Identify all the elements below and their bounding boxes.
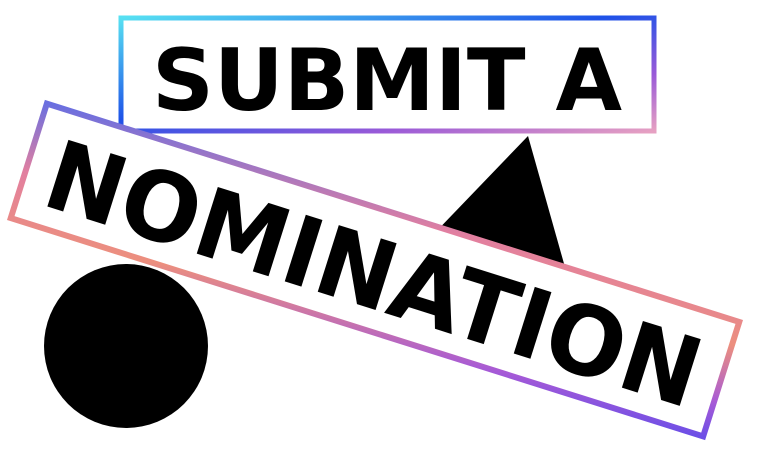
bottom-banner-frame [6,99,744,441]
top-banner: SUBMIT A [118,15,657,134]
circle-shape [44,264,208,428]
top-banner-frame [118,15,657,134]
headline-line-1: SUBMIT A [152,31,622,131]
